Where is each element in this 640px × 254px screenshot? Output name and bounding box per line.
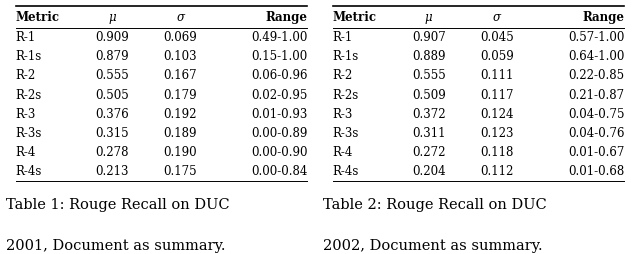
- Text: 0.111: 0.111: [481, 69, 514, 82]
- Text: R-3s: R-3s: [333, 127, 359, 140]
- Text: 0.57-1.00: 0.57-1.00: [568, 31, 624, 44]
- Text: 0.00-0.89: 0.00-0.89: [251, 127, 307, 140]
- Text: 0.889: 0.889: [412, 50, 445, 63]
- Text: 0.49-1.00: 0.49-1.00: [251, 31, 307, 44]
- Text: 0.103: 0.103: [163, 50, 197, 63]
- Text: 0.179: 0.179: [163, 89, 197, 102]
- Text: R-2: R-2: [16, 69, 36, 82]
- Text: Table 2: Rouge Recall on DUC: Table 2: Rouge Recall on DUC: [323, 198, 547, 212]
- Text: 0.01-0.93: 0.01-0.93: [251, 108, 307, 121]
- Text: 0.02-0.95: 0.02-0.95: [251, 89, 307, 102]
- Text: 0.213: 0.213: [95, 165, 129, 178]
- Text: 0.045: 0.045: [480, 31, 514, 44]
- Text: 0.01-0.67: 0.01-0.67: [568, 146, 624, 159]
- Text: 0.21-0.87: 0.21-0.87: [568, 89, 624, 102]
- Text: 0.04-0.75: 0.04-0.75: [568, 108, 624, 121]
- Text: R-1s: R-1s: [16, 50, 42, 63]
- Text: R-3: R-3: [16, 108, 36, 121]
- Text: σ: σ: [176, 11, 184, 24]
- Text: 0.555: 0.555: [412, 69, 445, 82]
- Text: 0.192: 0.192: [163, 108, 197, 121]
- Text: R-2s: R-2s: [333, 89, 359, 102]
- Text: Range: Range: [266, 11, 307, 24]
- Text: R-4s: R-4s: [333, 165, 359, 178]
- Text: 0.117: 0.117: [480, 89, 514, 102]
- Text: 0.124: 0.124: [480, 108, 514, 121]
- Text: 0.00-0.90: 0.00-0.90: [251, 146, 307, 159]
- Text: 0.123: 0.123: [480, 127, 514, 140]
- Text: R-1: R-1: [16, 31, 36, 44]
- Text: 0.118: 0.118: [481, 146, 514, 159]
- Text: R-3: R-3: [333, 108, 353, 121]
- Text: 0.069: 0.069: [163, 31, 197, 44]
- Text: 0.190: 0.190: [163, 146, 197, 159]
- Text: 0.909: 0.909: [95, 31, 129, 44]
- Text: 0.06-0.96: 0.06-0.96: [251, 69, 307, 82]
- Text: R-3s: R-3s: [16, 127, 42, 140]
- Text: R-1s: R-1s: [333, 50, 359, 63]
- Text: 0.01-0.68: 0.01-0.68: [568, 165, 624, 178]
- Text: R-1: R-1: [333, 31, 353, 44]
- Text: 0.315: 0.315: [95, 127, 129, 140]
- Text: 0.311: 0.311: [412, 127, 445, 140]
- Text: R-4: R-4: [333, 146, 353, 159]
- Text: 0.00-0.84: 0.00-0.84: [251, 165, 307, 178]
- Text: 0.879: 0.879: [95, 50, 129, 63]
- Text: σ: σ: [493, 11, 501, 24]
- Text: 0.167: 0.167: [163, 69, 197, 82]
- Text: Range: Range: [582, 11, 624, 24]
- Text: μ: μ: [108, 11, 116, 24]
- Text: 2002, Document as summary.: 2002, Document as summary.: [323, 239, 543, 252]
- Text: 0.64-1.00: 0.64-1.00: [568, 50, 624, 63]
- Text: 0.175: 0.175: [163, 165, 197, 178]
- Text: 0.112: 0.112: [481, 165, 514, 178]
- Text: 0.372: 0.372: [412, 108, 445, 121]
- Text: 0.15-1.00: 0.15-1.00: [252, 50, 307, 63]
- Text: 0.22-0.85: 0.22-0.85: [568, 69, 624, 82]
- Text: 0.059: 0.059: [480, 50, 514, 63]
- Text: 0.907: 0.907: [412, 31, 445, 44]
- Text: Metric: Metric: [333, 11, 376, 24]
- Text: R-2s: R-2s: [16, 89, 42, 102]
- Text: 0.189: 0.189: [163, 127, 197, 140]
- Text: 0.272: 0.272: [412, 146, 445, 159]
- Text: R-4s: R-4s: [16, 165, 42, 178]
- Text: 0.204: 0.204: [412, 165, 445, 178]
- Text: μ: μ: [425, 11, 433, 24]
- Text: R-2: R-2: [333, 69, 353, 82]
- Text: 0.04-0.76: 0.04-0.76: [568, 127, 624, 140]
- Text: R-4: R-4: [16, 146, 36, 159]
- Text: Table 1: Rouge Recall on DUC: Table 1: Rouge Recall on DUC: [6, 198, 230, 212]
- Text: 0.555: 0.555: [95, 69, 129, 82]
- Text: 0.278: 0.278: [95, 146, 129, 159]
- Text: 0.505: 0.505: [95, 89, 129, 102]
- Text: Metric: Metric: [16, 11, 60, 24]
- Text: 0.376: 0.376: [95, 108, 129, 121]
- Text: 2001, Document as summary.: 2001, Document as summary.: [6, 239, 226, 252]
- Text: 0.509: 0.509: [412, 89, 445, 102]
